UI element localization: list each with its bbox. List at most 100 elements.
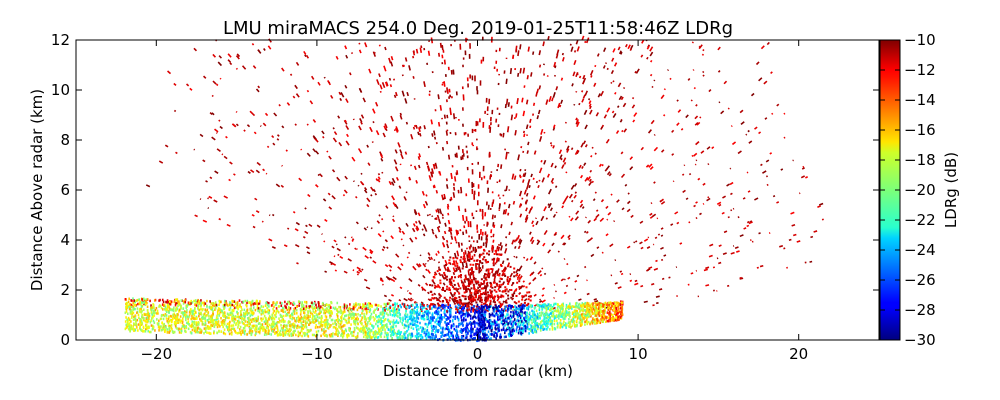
ldr-echo [653, 267, 659, 271]
ldr-echo [536, 88, 539, 93]
ldr-echo [431, 329, 434, 332]
ldr-echo [307, 335, 310, 338]
ldr-echo [210, 306, 212, 309]
ldr-echo [387, 313, 389, 317]
ldr-echo [476, 303, 479, 307]
ldr-echo [448, 288, 451, 291]
ldr-echo [152, 315, 154, 319]
ldr-echo [758, 131, 762, 135]
ldr-echo [343, 270, 348, 274]
ldr-echo [517, 72, 520, 77]
ldr-echo [160, 325, 162, 328]
ldr-echo [629, 166, 634, 171]
ldr-echo [457, 323, 460, 326]
ldr-echo [390, 56, 394, 61]
ldr-echo [426, 269, 431, 274]
ldr-echo [430, 303, 432, 306]
ldr-echo [420, 286, 424, 289]
ldr-echo [386, 332, 389, 335]
ldr-echo [525, 286, 528, 289]
ldr-echo [481, 262, 484, 265]
ldr-echo [360, 318, 363, 322]
ldr-echo [352, 314, 355, 318]
ldr-echo [633, 112, 638, 117]
ldr-echo [419, 312, 421, 315]
ldr-echo [519, 175, 522, 179]
ldr-echo [405, 305, 408, 309]
ldr-echo [365, 304, 368, 307]
ldr-echo [171, 308, 173, 312]
ldr-echo [475, 310, 478, 314]
ldr-echo [411, 318, 414, 322]
ldr-echo [525, 124, 529, 130]
ldr-echo [430, 333, 433, 336]
ldr-echo [247, 317, 249, 320]
ldr-echo [171, 327, 173, 331]
ldr-echo [379, 153, 384, 159]
ldr-echo [663, 114, 666, 117]
ldr-echo [448, 310, 451, 313]
ldr-echo [281, 164, 283, 167]
ldr-echo [161, 321, 164, 324]
ldr-echo [141, 313, 143, 317]
ldr-echo [291, 317, 293, 321]
ldr-echo [249, 301, 252, 304]
ldr-echo [620, 96, 624, 101]
ldr-echo [228, 301, 231, 304]
ldr-echo [304, 320, 307, 323]
ldr-echo [503, 268, 506, 271]
ldr-echo [403, 323, 406, 327]
ldr-echo [535, 180, 539, 184]
ldr-echo [315, 306, 318, 309]
ldr-echo [509, 272, 514, 278]
ldr-echo [302, 305, 305, 309]
ldr-echo [431, 228, 434, 232]
ldr-echo [482, 248, 485, 251]
ldr-echo [653, 134, 656, 136]
ldr-echo [485, 278, 488, 281]
ldr-echo [416, 330, 418, 334]
ldr-echo [514, 289, 517, 292]
ldr-echo [260, 305, 263, 308]
ldr-echo [343, 307, 346, 310]
ldr-echo [255, 326, 258, 329]
ldr-echo [301, 308, 303, 312]
ldr-echo [300, 310, 302, 314]
ldr-echo [404, 315, 407, 319]
ldr-echo [554, 65, 557, 69]
ldr-echo [193, 329, 196, 333]
ldr-echo [313, 315, 316, 318]
ldr-echo [443, 334, 445, 337]
ldr-echo [228, 308, 231, 311]
ldr-echo [397, 142, 401, 148]
ldr-echo [695, 201, 698, 204]
ldr-echo [451, 331, 454, 334]
ldr-echo [529, 299, 532, 302]
ldr-echo [585, 216, 587, 219]
ldr-echo [240, 332, 242, 336]
ldr-echo [270, 324, 273, 328]
ldr-echo [380, 335, 382, 339]
ldr-echo [496, 294, 499, 297]
ldr-echo [348, 310, 350, 313]
ldr-echo [171, 330, 174, 333]
ldr-echo [518, 203, 522, 208]
ldr-echo [216, 325, 219, 329]
ldr-echo [433, 297, 436, 300]
ldr-echo [434, 331, 437, 334]
ldr-echo [467, 278, 470, 281]
ldr-echo [574, 279, 578, 283]
ldr-echo [433, 271, 438, 276]
ldr-echo [257, 49, 260, 52]
ldr-echo [614, 282, 618, 285]
ldr-echo [243, 330, 246, 333]
ldr-echo [297, 333, 300, 336]
ldr-echo [467, 304, 470, 307]
ldr-echo [649, 73, 653, 77]
ldr-echo [456, 230, 460, 235]
ldr-echo [206, 314, 208, 317]
ldr-echo [612, 48, 616, 53]
ldr-echo [140, 318, 142, 321]
ldr-echo [437, 121, 441, 127]
ldr-echo [523, 256, 526, 259]
